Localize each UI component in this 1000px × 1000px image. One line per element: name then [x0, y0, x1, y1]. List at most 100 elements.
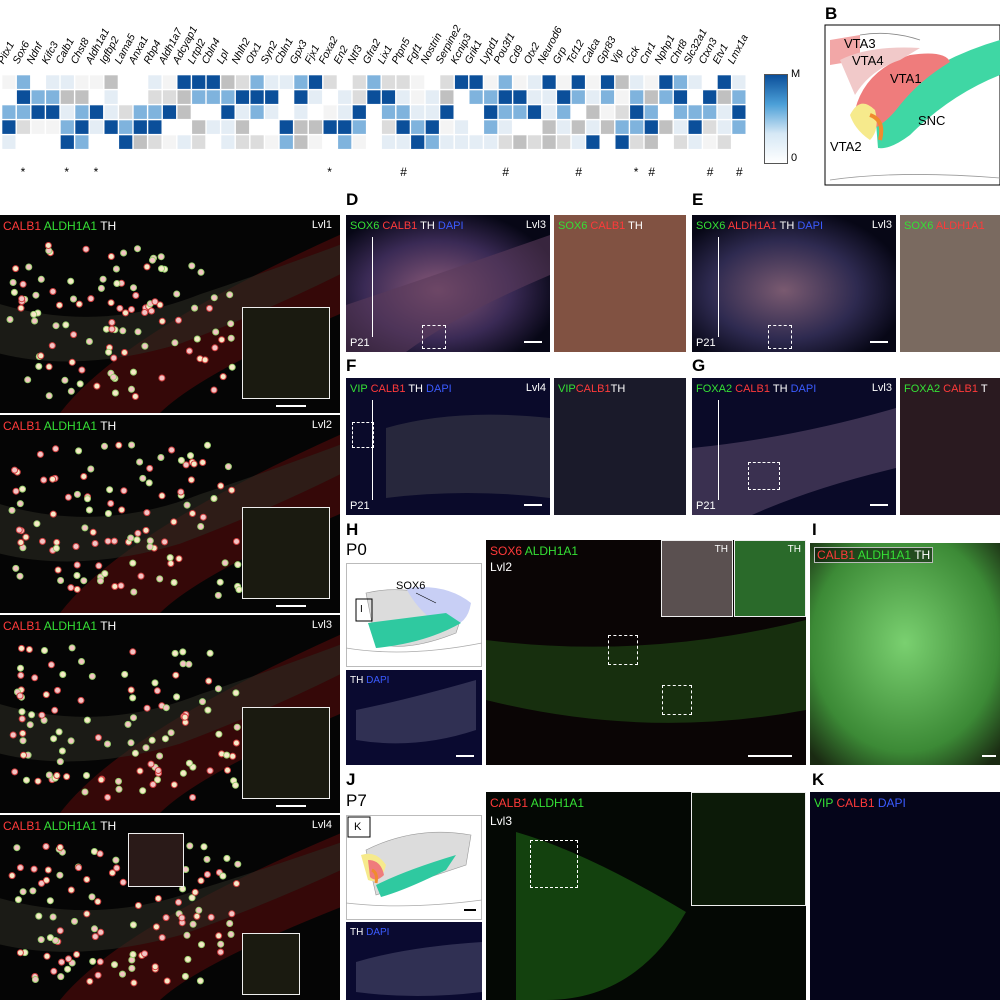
- panel-k-image: VIP CALB1 DAPI: [810, 792, 1000, 1000]
- heatmap-cell: [176, 89, 192, 105]
- heatmap-cell: [264, 119, 279, 135]
- panel-b-letter: B: [825, 4, 838, 23]
- heatmap-cell: [556, 119, 571, 135]
- heatmap-cell: [439, 134, 455, 150]
- left-panel-level: Lvl1: [311, 219, 332, 231]
- heatmap-cell: [658, 74, 674, 90]
- heatmap-cell: [308, 74, 323, 90]
- heatmap-cell: [644, 89, 659, 105]
- heatmap-cell: [308, 104, 323, 120]
- panel-h-main: SOX6 ALDH1A1 Lvl2 TH TH: [486, 540, 806, 765]
- heatmap-cell: [249, 89, 265, 105]
- heatmap-cell: [206, 119, 221, 135]
- heatmap-cell: [133, 134, 148, 150]
- heatmap-cell: [600, 89, 615, 105]
- heatmap-cell: [410, 119, 425, 135]
- heatmap-cell: [60, 89, 75, 105]
- significance-mark: *: [327, 165, 332, 179]
- panel-h-inset-2: TH: [734, 540, 806, 617]
- heatmap-cell: [717, 119, 732, 135]
- heatmap-cell: [249, 104, 265, 120]
- significance-mark: *: [21, 165, 26, 179]
- heatmap-cell: [658, 89, 674, 105]
- left-panel-markers: CALB1 ALDH1A1 TH: [3, 219, 117, 233]
- heatmap-cell: [235, 134, 250, 150]
- heatmap-cell: [45, 74, 60, 90]
- panel-b-schematic: [824, 24, 1000, 186]
- heatmap-cell: [220, 104, 236, 120]
- panel-b: B VTA3 VTA4 VTA1 SNC VTA2: [800, 0, 1000, 200]
- heatmap-cell: [541, 119, 557, 135]
- panel-d-level: Lvl3: [525, 219, 546, 231]
- heatmap-cell: [118, 74, 133, 90]
- panel-d-zoom-markers: SOX6 CALB1 TH: [558, 220, 643, 232]
- left-panel-level: Lvl3: [311, 619, 332, 631]
- heatmap-cell: [147, 119, 163, 135]
- heatmap-cell: [381, 134, 396, 150]
- vta2-region: [850, 103, 877, 140]
- panel-j-age: P7: [346, 791, 367, 810]
- panel-h-letter: H: [346, 520, 359, 539]
- heatmap-cell: [279, 89, 294, 105]
- heatmap-cell: [16, 89, 31, 105]
- heatmap-cell: [366, 89, 382, 105]
- heatmap-cell: [702, 74, 717, 90]
- panel-g-overview: FOXA2 CALB1 TH DAPI Lvl3 P21: [692, 378, 896, 515]
- heatmap-cell: [673, 74, 688, 90]
- significance-mark: #: [400, 165, 407, 179]
- heatmap-cell: [249, 134, 265, 150]
- heatmap-cell: [731, 119, 747, 135]
- heatmap-cell: [191, 134, 206, 150]
- heatmap-cell: [673, 134, 688, 150]
- scale-bar: [456, 755, 474, 757]
- panel-h-inset-1: TH: [661, 540, 733, 617]
- panel-k-markers: VIP CALB1 DAPI: [814, 796, 906, 810]
- panel-h-schematic: SOX6 I: [345, 563, 483, 667]
- heatmap-cell: [352, 89, 367, 105]
- heatmap-cell: [133, 74, 148, 90]
- label-snc: SNC: [918, 113, 946, 128]
- heatmap-cell: [644, 134, 659, 150]
- heatmap-cell: [352, 104, 367, 120]
- heatmap-cell: [103, 74, 119, 90]
- heatmap-cell: [410, 74, 425, 90]
- scale-bar: [524, 341, 542, 343]
- heatmap-cell: [571, 74, 586, 90]
- label-vta4: VTA4: [852, 53, 884, 68]
- panel-h-th-dapi-label: TH DAPI: [350, 675, 390, 686]
- heatmap-cell: [468, 104, 484, 120]
- heatmap-cell: [264, 74, 279, 90]
- heatmap-cell: [235, 104, 250, 120]
- panel-e-zoom: SOX6 ALDH1A1: [900, 215, 1000, 352]
- heatmap-cell: [264, 104, 279, 120]
- heatmap-cell: [395, 104, 411, 120]
- heatmap-cell: [644, 74, 659, 90]
- heatmap-cell: [673, 119, 688, 135]
- left-panel-inset-2: [128, 833, 184, 887]
- heatmap-cell: [644, 104, 659, 120]
- heatmap-cell: [322, 74, 338, 90]
- heatmap-cell: [687, 134, 703, 150]
- heatmap-cell: [45, 119, 60, 135]
- heatmap-cell: [30, 104, 46, 120]
- heatmap-cell: [395, 74, 411, 90]
- heatmap-cell: [118, 119, 133, 135]
- panel-g-zoom: FOXA2 CALB1 T: [900, 378, 1000, 515]
- heatmap-cell: [60, 74, 75, 90]
- heatmap-cell: [687, 74, 703, 90]
- scale-bar: [276, 605, 306, 607]
- left-panel-lvl4: CALB1 ALDH1A1 TH Lvl4: [0, 815, 340, 1000]
- heatmap-cell: [191, 89, 206, 105]
- heatmap-cell: [425, 74, 440, 90]
- heatmap-cell: [556, 89, 571, 105]
- heatmap-cell: [235, 74, 250, 90]
- heatmap-cell: [293, 74, 309, 90]
- heatmap-cell: [162, 89, 177, 105]
- heatmap-cell: [512, 89, 528, 105]
- scale-bar: [870, 341, 888, 343]
- heatmap-cell: [702, 119, 717, 135]
- panel-i-markers: CALB1 ALDH1A1 TH: [814, 547, 934, 563]
- heatmap-cell: [410, 134, 425, 150]
- heatmap-cell: [687, 119, 703, 135]
- heatmap-cell: [147, 89, 163, 105]
